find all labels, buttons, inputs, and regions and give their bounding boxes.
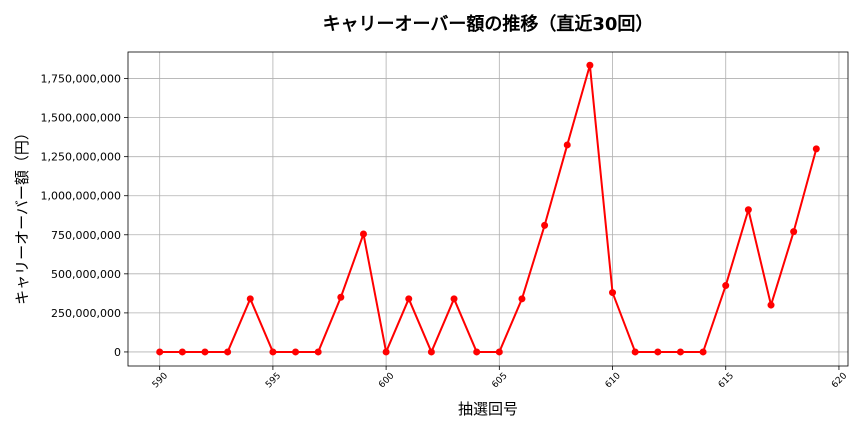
data-point <box>676 348 684 356</box>
data-point <box>631 348 639 356</box>
data-point <box>359 230 367 238</box>
data-point <box>812 145 820 153</box>
grid <box>128 52 848 366</box>
y-tick-label: 250,000,000 <box>51 307 121 320</box>
data-point <box>654 348 662 356</box>
data-point <box>382 348 390 356</box>
x-tick-label: 595 <box>264 371 283 390</box>
x-tick-label: 590 <box>151 371 170 390</box>
series-line <box>159 64 818 353</box>
y-tick-label: 1,750,000,000 <box>41 73 121 86</box>
data-point <box>790 228 798 236</box>
plot-frame <box>127 51 849 367</box>
data-point <box>314 348 322 356</box>
data-point <box>246 295 254 303</box>
y-tick-label: 500,000,000 <box>51 268 121 281</box>
y-tick-label: 1,000,000,000 <box>41 190 121 203</box>
data-point <box>269 348 277 356</box>
y-tick-label: 1,500,000,000 <box>41 112 121 125</box>
data-point <box>156 348 164 356</box>
series <box>156 61 820 356</box>
x-tick-label: 610 <box>604 371 623 390</box>
x-axis-label: 抽選回号 <box>458 400 518 418</box>
x-tick-label: 605 <box>490 371 509 390</box>
y-tick-label: 0 <box>114 346 121 359</box>
data-point <box>224 348 232 356</box>
data-point <box>586 61 594 69</box>
data-point <box>495 348 503 356</box>
data-point <box>201 348 209 356</box>
x-tick-label: 620 <box>830 371 849 390</box>
data-point <box>473 348 481 356</box>
data-point <box>337 293 345 301</box>
data-point <box>744 206 752 214</box>
y-tick-label: 750,000,000 <box>51 229 121 242</box>
data-point <box>450 295 458 303</box>
data-point <box>699 348 707 356</box>
data-point <box>767 301 775 309</box>
data-point <box>609 289 617 297</box>
data-point <box>518 295 526 303</box>
data-point <box>722 282 730 290</box>
data-point <box>405 295 413 303</box>
axes: 590 595 600 605 610 615 620 0 250,000,000 500,000… <box>41 51 849 390</box>
x-tick-label: 615 <box>717 371 736 390</box>
data-point <box>178 348 186 356</box>
chart-title: キャリーオーバー額の推移（直近30回） <box>323 13 654 35</box>
data-point <box>563 141 571 149</box>
y-tick-label: 1,250,000,000 <box>41 151 121 164</box>
data-point <box>541 221 549 229</box>
data-point <box>427 348 435 356</box>
data-point <box>292 348 300 356</box>
x-tick-label: 600 <box>377 371 396 390</box>
y-axis-label: キャリーオーバー額（円） <box>13 125 31 305</box>
